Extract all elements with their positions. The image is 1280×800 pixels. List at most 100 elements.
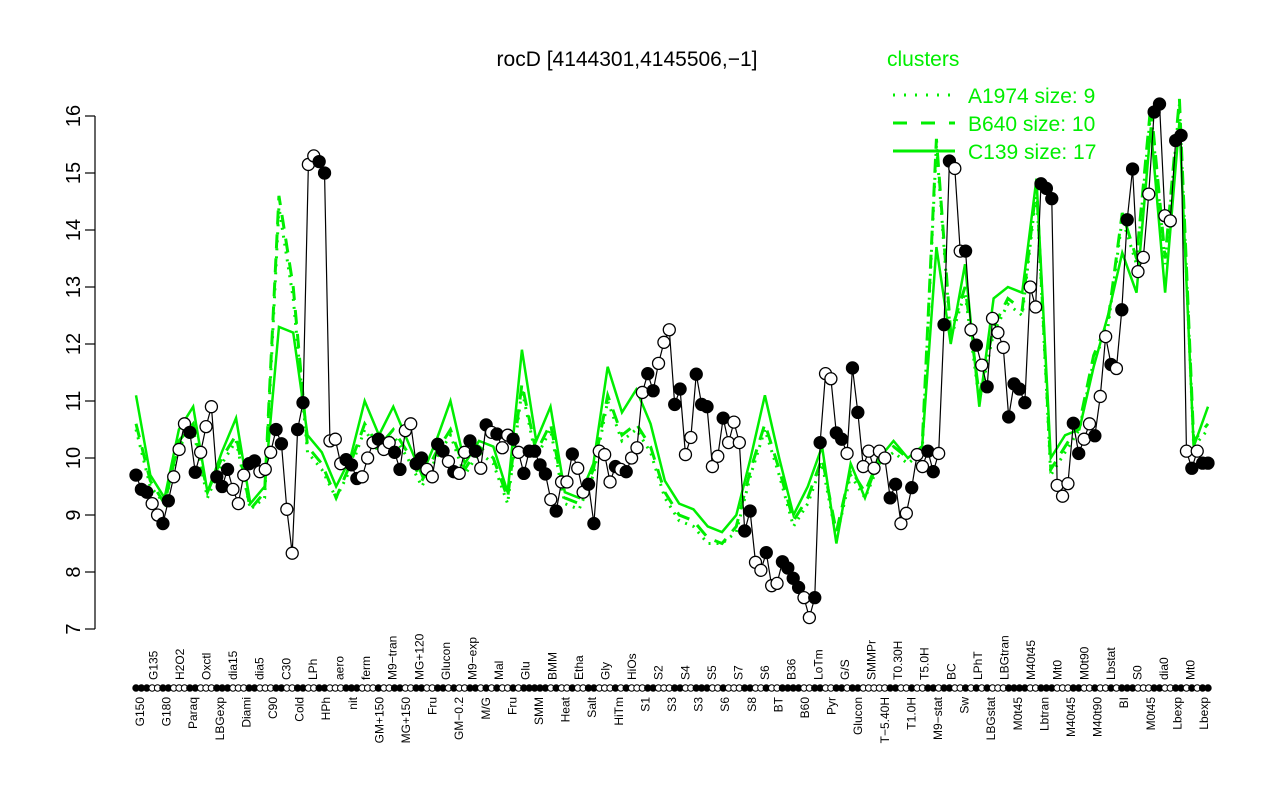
data-point: [1152, 97, 1167, 111]
data-point: [161, 494, 175, 508]
data-point: [958, 244, 973, 258]
data-point: [646, 384, 660, 398]
x-tick-label: Heat: [559, 696, 573, 722]
x-tick-label: Pyr: [825, 697, 839, 715]
data-point: [791, 580, 806, 595]
data-point: [635, 385, 650, 400]
data-point: [258, 462, 272, 477]
data-point: [985, 311, 1000, 326]
data-point: [932, 446, 946, 461]
data-point: [824, 372, 838, 386]
data-point: [991, 325, 1005, 340]
x-tick-label: SMMPr: [865, 640, 879, 680]
x-tick-label: B60: [798, 697, 812, 719]
data-point: [624, 451, 639, 465]
x-tick-label: ferm: [359, 656, 373, 680]
data-point: [274, 437, 289, 451]
x-tick-label: M0t45: [1011, 697, 1025, 731]
data-point: [705, 459, 720, 474]
x-tick-label: M40t45: [1024, 640, 1038, 680]
data-point: [393, 462, 407, 477]
data-point: [565, 447, 579, 461]
rug-marker: [1204, 684, 1212, 692]
data-point: [975, 358, 989, 372]
data-point: [452, 466, 466, 481]
x-tick-label: S2: [652, 665, 666, 680]
y-axis: 7 8 9 10 11 12 13 14 15 16: [63, 105, 96, 635]
y-tick-label: 15: [63, 162, 85, 184]
data-point: [894, 516, 908, 531]
data-point: [436, 444, 450, 458]
data-point: [915, 459, 930, 474]
data-point: [1185, 461, 1199, 475]
x-tick-label: Gly: [599, 662, 613, 680]
x-tick-label: Glu: [519, 661, 533, 680]
x-tick-label: S7: [732, 665, 746, 680]
x-tick-label: Etha: [572, 655, 586, 680]
data-point: [888, 477, 903, 491]
x-tick-label: S3: [665, 697, 679, 712]
data-point: [296, 396, 310, 410]
data-point: [204, 400, 219, 414]
data-point: [619, 465, 633, 479]
x-tick-label: G150: [133, 697, 147, 727]
x-tick-label: LBGexp: [213, 697, 227, 741]
data-point: [1050, 478, 1064, 493]
data-point: [1125, 162, 1140, 176]
legend-label-c139: C139 size: 17: [968, 141, 1096, 164]
x-tick-label: C30: [279, 658, 293, 680]
x-tick-labels: G150 G135 G180 H2O2 Paraq Oxctl LBGexp dia15 Dia…: [133, 633, 1211, 743]
x-tick-label: LBGstat: [984, 696, 998, 740]
data-point: [571, 461, 585, 475]
data-point: [581, 477, 596, 491]
data-point: [544, 492, 558, 507]
x-tick-label: M/G: [479, 697, 493, 720]
data-point: [1201, 456, 1215, 470]
data-point: [215, 479, 229, 494]
x-tick-label: H2O2: [173, 648, 187, 680]
x-tick-label: Lbstat: [1104, 647, 1118, 680]
x-tick-label: Cold: [293, 697, 307, 722]
data-point: [140, 485, 154, 499]
x-tick-label: BC: [944, 663, 958, 680]
y-tick-label: 13: [63, 276, 85, 298]
data-point: [1023, 280, 1037, 294]
data-point: [237, 468, 251, 482]
x-tick-label: Mal: [492, 661, 506, 680]
data-point: [996, 340, 1010, 355]
data-point: [1109, 361, 1124, 376]
data-point: [926, 465, 940, 479]
data-point: [193, 445, 208, 459]
x-tick-label: T5.0H: [918, 647, 932, 680]
data-point: [1120, 213, 1134, 227]
y-tick-label: 7: [63, 623, 85, 634]
data-point: [980, 380, 994, 394]
data-point: [549, 504, 563, 518]
data-point: [754, 563, 768, 577]
x-tick-label: dia5: [253, 657, 267, 680]
data-point: [1174, 128, 1188, 143]
x-tick-label: nit: [346, 696, 360, 709]
legend-title: clusters: [887, 48, 959, 71]
data-point: [188, 465, 202, 479]
y-tick-label: 11: [63, 391, 85, 412]
data-point: [689, 367, 703, 381]
data-point: [727, 415, 741, 429]
chart-title: rocD [4144301,4145506,−1]: [497, 48, 758, 71]
x-tick-label: Mt0: [1051, 660, 1065, 680]
data-point: [678, 447, 693, 462]
data-point: [668, 397, 682, 412]
data-point: [560, 475, 574, 489]
data-point: [1066, 416, 1080, 430]
x-tick-label: M9−tran: [386, 636, 400, 680]
data-point: [1093, 389, 1107, 404]
data-point: [1028, 300, 1043, 314]
data-point: [781, 561, 795, 575]
data-point: [905, 480, 919, 495]
x-tick-label: LPhT: [971, 651, 985, 680]
data-point: [1045, 191, 1059, 206]
data-point: [441, 454, 456, 469]
data-point: [172, 442, 186, 457]
data-point: [813, 435, 827, 450]
